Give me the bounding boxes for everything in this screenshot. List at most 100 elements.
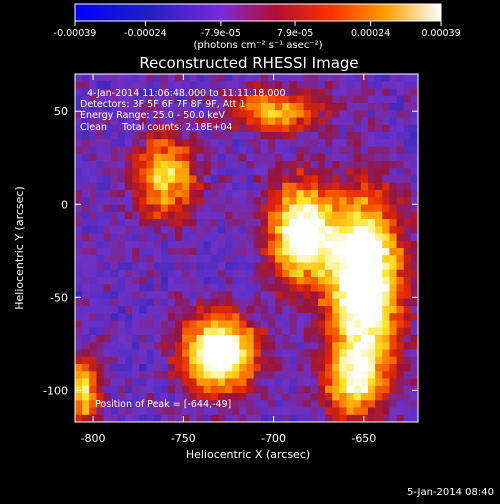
heatmap-cell bbox=[389, 356, 397, 365]
heatmap-cell bbox=[210, 400, 219, 408]
heatmap-cell bbox=[160, 124, 169, 133]
heatmap-cell bbox=[189, 262, 197, 271]
heatmap-cell bbox=[96, 74, 104, 82]
heatmap-cell bbox=[132, 233, 140, 242]
heatmap-cell bbox=[132, 269, 140, 278]
heatmap-cell bbox=[103, 393, 112, 401]
heatmap-cell bbox=[325, 356, 333, 365]
heatmap-cell bbox=[139, 356, 147, 365]
heatmap-cell bbox=[346, 284, 355, 292]
heatmap-cell bbox=[225, 190, 233, 198]
heatmap-cell bbox=[82, 306, 90, 314]
heatmap-cell bbox=[375, 414, 383, 423]
heatmap-cell bbox=[153, 132, 162, 140]
heatmap-cell bbox=[167, 240, 176, 249]
heatmap-cell bbox=[146, 385, 155, 394]
heatmap-cell bbox=[110, 197, 119, 205]
heatmap-cell bbox=[160, 407, 169, 416]
heatmap-cell bbox=[375, 327, 383, 336]
heatmap-cell bbox=[175, 364, 183, 372]
heatmap-cell bbox=[139, 161, 147, 169]
heatmap-cell bbox=[75, 124, 83, 133]
heatmap-cell bbox=[267, 197, 276, 205]
heatmap-cell bbox=[217, 88, 226, 97]
heatmap-cell bbox=[303, 364, 312, 372]
heatmap-cell bbox=[146, 349, 155, 358]
heatmap-cell bbox=[160, 277, 169, 285]
heatmap-cell bbox=[325, 132, 333, 140]
heatmap-cell bbox=[275, 378, 283, 387]
heatmap-cell bbox=[175, 306, 183, 314]
heatmap-cell bbox=[289, 349, 297, 358]
heatmap-cell bbox=[89, 88, 97, 97]
heatmap-cell bbox=[117, 298, 126, 307]
heatmap-cell bbox=[367, 269, 376, 278]
heatmap-cell bbox=[282, 284, 290, 292]
heatmap-cell bbox=[189, 248, 197, 256]
heatmap-cell bbox=[160, 219, 169, 227]
heatmap-cell bbox=[167, 298, 176, 307]
heatmap-cell bbox=[267, 226, 276, 234]
heatmap-cell bbox=[325, 407, 333, 416]
heatmap-cell bbox=[82, 103, 90, 111]
heatmap-cell bbox=[260, 306, 269, 314]
heatmap-cell bbox=[203, 124, 212, 133]
heatmap-cell bbox=[396, 378, 405, 387]
heatmap-cell bbox=[132, 414, 140, 423]
heatmap-cell bbox=[353, 385, 362, 394]
heatmap-cell bbox=[167, 385, 176, 394]
heatmap-cell bbox=[139, 298, 147, 307]
heatmap-cell bbox=[175, 269, 183, 278]
heatmap-cell bbox=[132, 313, 140, 321]
heatmap-cell bbox=[75, 233, 83, 242]
heatmap-cell bbox=[89, 204, 97, 213]
heatmap-cell bbox=[367, 226, 376, 234]
heatmap-cell bbox=[160, 248, 169, 256]
heatmap-cell bbox=[210, 110, 219, 118]
heatmap-cell bbox=[246, 414, 255, 423]
heatmap-cell bbox=[317, 255, 326, 263]
heatmap-cell bbox=[225, 269, 233, 278]
heatmap-cell bbox=[282, 393, 290, 401]
heatmap-cell bbox=[210, 385, 219, 394]
heatmap-cell bbox=[367, 204, 376, 213]
heatmap-cell bbox=[353, 132, 362, 140]
heatmap-cell bbox=[189, 226, 197, 234]
heatmap-cell bbox=[303, 248, 312, 256]
heatmap-cell bbox=[303, 342, 312, 350]
heatmap-cell bbox=[196, 88, 205, 97]
heatmap-cell bbox=[389, 277, 397, 285]
heatmap-cell bbox=[210, 153, 219, 162]
heatmap-cell bbox=[110, 393, 119, 401]
heatmap-cell bbox=[353, 248, 362, 256]
heatmap-cell bbox=[403, 197, 412, 205]
heatmap-cell bbox=[89, 124, 97, 133]
heatmap-cell bbox=[239, 335, 247, 343]
heatmap-cell bbox=[210, 284, 219, 292]
heatmap-cell bbox=[303, 414, 312, 423]
heatmap-cell bbox=[282, 371, 290, 379]
heatmap-cell bbox=[375, 255, 383, 263]
heatmap-cell bbox=[339, 204, 347, 213]
heatmap-cell bbox=[239, 182, 247, 191]
heatmap-cell bbox=[103, 248, 112, 256]
heatmap-cell bbox=[182, 88, 190, 97]
heatmap-cell bbox=[225, 161, 233, 169]
heatmap-cell bbox=[246, 74, 255, 82]
heatmap-cell bbox=[332, 74, 340, 82]
heatmap-cell bbox=[339, 371, 347, 379]
heatmap-cell bbox=[253, 298, 262, 307]
heatmap-cell bbox=[317, 139, 326, 147]
heatmap-cell bbox=[89, 248, 97, 256]
heatmap-cell bbox=[232, 364, 240, 372]
heatmap-cell bbox=[160, 284, 169, 292]
heatmap-cell bbox=[403, 88, 412, 97]
heatmap-cell bbox=[189, 204, 197, 213]
heatmap-cell bbox=[75, 320, 83, 329]
heatmap-cells bbox=[75, 74, 419, 423]
heatmap-cell bbox=[332, 313, 340, 321]
heatmap-cell bbox=[225, 320, 233, 329]
heatmap-cell bbox=[182, 400, 190, 408]
heatmap-cell bbox=[232, 320, 240, 329]
